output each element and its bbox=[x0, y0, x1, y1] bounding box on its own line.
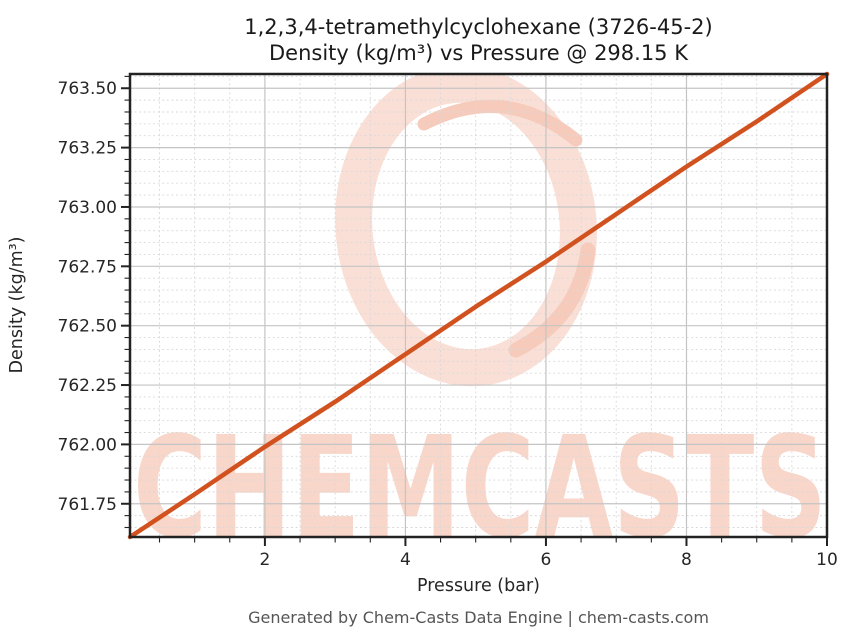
gridlines bbox=[130, 74, 828, 537]
y-tick-label: 763.25 bbox=[58, 139, 117, 159]
chart-title-line2: Density (kg/m³) vs Pressure @ 298.15 K bbox=[269, 41, 689, 65]
y-tick-label: 763.00 bbox=[58, 198, 117, 218]
x-tick-label: 2 bbox=[259, 550, 270, 570]
y-tick-label: 763.50 bbox=[58, 79, 117, 99]
x-axis-label: Pressure (bar) bbox=[417, 576, 540, 596]
watermark-brush-accent-icon bbox=[508, 242, 596, 358]
x-tick-label: 8 bbox=[681, 550, 692, 570]
y-tick-label: 762.75 bbox=[58, 257, 117, 277]
y-tick-label: 761.75 bbox=[58, 495, 117, 515]
watermark-brush-accent-icon bbox=[417, 99, 583, 147]
density-line bbox=[127, 71, 830, 540]
axis-ticks bbox=[121, 75, 828, 546]
y-axis-label: Density (kg/m³) bbox=[7, 237, 27, 374]
x-tick-label: 10 bbox=[816, 550, 838, 570]
footer-credit: Generated by Chem-Casts Data Engine | ch… bbox=[248, 608, 709, 627]
chart-title-line1: 1,2,3,4-tetramethylcyclohexane (3726-45-… bbox=[244, 15, 712, 39]
x-tick-label: 6 bbox=[541, 550, 552, 570]
plot-border bbox=[128, 72, 829, 539]
axis-tick-labels: 2 4 6 8 10 761.75 762.00 762.25 762.50 762.75 763.… bbox=[58, 79, 838, 570]
x-tick-label: 4 bbox=[400, 550, 411, 570]
y-tick-label: 762.25 bbox=[58, 376, 117, 396]
watermark-ring-icon bbox=[335, 74, 597, 387]
y-tick-label: 762.00 bbox=[58, 435, 117, 455]
y-tick-label: 762.50 bbox=[58, 317, 117, 337]
